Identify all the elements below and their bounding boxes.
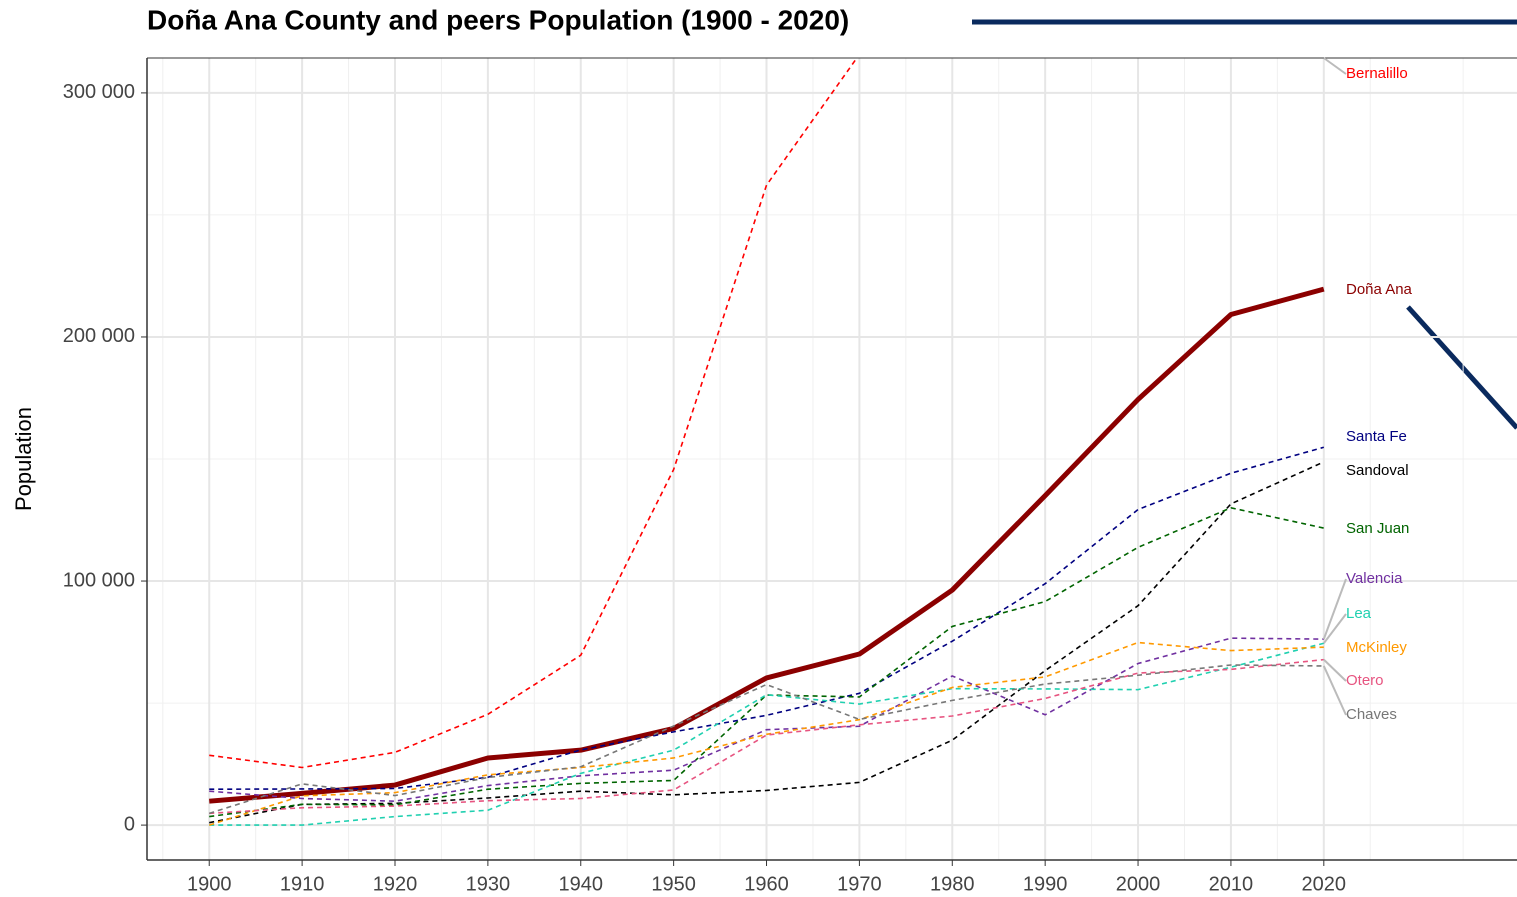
decoration xyxy=(1406,305,1517,430)
y-tick-label: 200 000 xyxy=(63,325,135,347)
x-tick-label: 1920 xyxy=(373,873,418,895)
series-label: Sandoval xyxy=(1346,462,1409,479)
series-line xyxy=(208,664,1324,815)
leader-line xyxy=(1323,658,1347,682)
series-label: Lea xyxy=(1346,605,1372,622)
series-line xyxy=(209,286,1325,804)
y-tick-label: 300 000 xyxy=(63,81,135,103)
x-tick-label: 1900 xyxy=(187,873,232,895)
leader-line xyxy=(1322,665,1347,716)
x-tick-label: 2020 xyxy=(1302,873,1347,895)
series-label: Valencia xyxy=(1346,570,1403,587)
x-tick-label: 1990 xyxy=(1023,873,1068,895)
series-label: San Juan xyxy=(1346,520,1409,537)
x-tick-label: 1950 xyxy=(651,873,696,895)
x-tick-label: 2010 xyxy=(1209,873,1254,895)
leader-line xyxy=(1323,57,1347,75)
series-label: McKinley xyxy=(1346,639,1407,656)
leader-line xyxy=(1323,613,1347,644)
series-label: Chaves xyxy=(1346,706,1397,723)
series-line xyxy=(208,641,1324,826)
leader-line xyxy=(1322,578,1347,640)
y-tick-label: 0 xyxy=(124,813,135,835)
series-line xyxy=(209,461,1325,824)
x-tick-label: 1960 xyxy=(744,873,789,895)
series-line xyxy=(209,642,1325,826)
y-axis-label: Population xyxy=(11,407,36,511)
x-tick-label: 1910 xyxy=(280,873,325,895)
y-tick-label: 100 000 xyxy=(63,569,135,591)
x-tick-label: 1930 xyxy=(466,873,511,895)
series-label: Doña Ana xyxy=(1346,281,1413,298)
x-tick-label: 1970 xyxy=(837,873,882,895)
series-label: Bernalillo xyxy=(1346,65,1408,82)
chart-title: Doña Ana County and peers Population (19… xyxy=(147,4,849,35)
series-line xyxy=(209,637,1324,802)
x-tick-label: 2000 xyxy=(1116,873,1161,895)
series-label: Santa Fe xyxy=(1346,428,1407,445)
x-tick-label: 1980 xyxy=(930,873,975,895)
x-tick-label: 1940 xyxy=(559,873,604,895)
series-label: Otero xyxy=(1346,672,1384,689)
